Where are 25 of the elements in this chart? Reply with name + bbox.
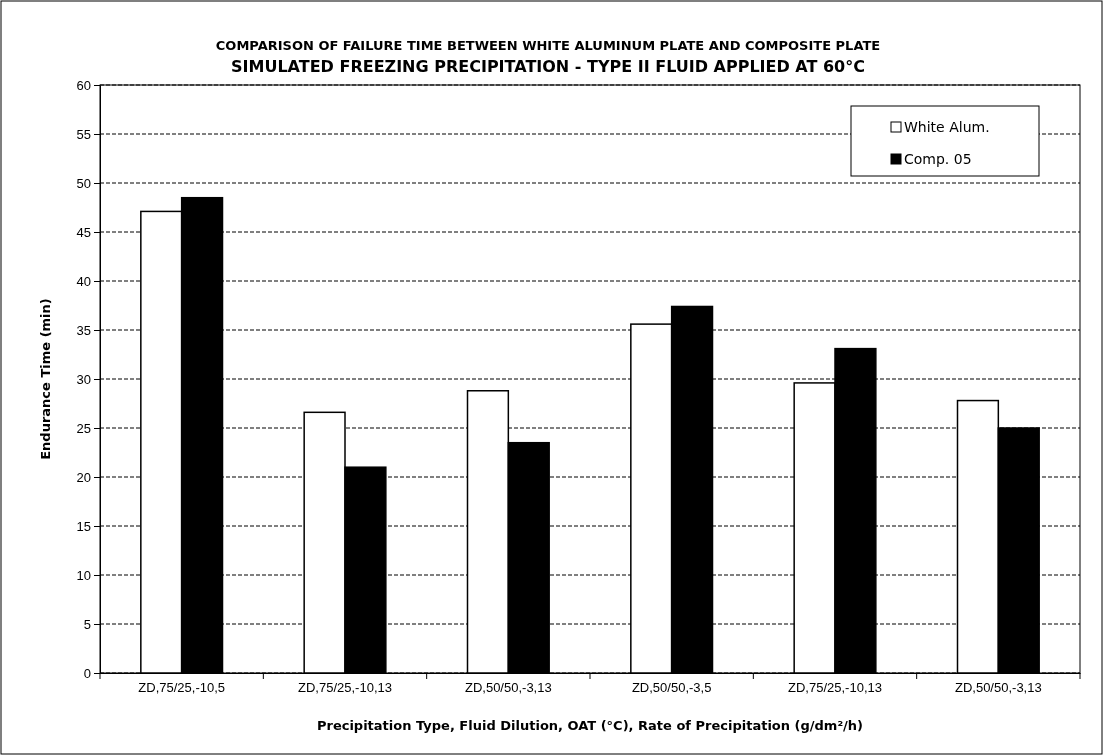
x-tick-label: ZD,50/50,-3,5 [631,680,712,696]
y-tick-label: 10 [76,567,91,583]
y-axis-title: Endurance Time (min) [38,298,53,460]
chart-subtitle: SIMULATED FREEZING PRECIPITATION - TYPE II FLUID APPLIED AT 60°C [231,57,865,76]
y-tick-label: 45 [76,224,91,240]
y-tick-label: 35 [76,322,91,338]
x-tick-label: ZD,75/25,-10,5 [138,680,226,696]
y-tick-label: 20 [76,469,91,485]
x-tick-label: ZD,75/25,-10,13 [788,680,882,696]
y-tick-label: 0 [83,665,91,681]
x-tick-label: ZD,75/25,-10,13 [298,680,392,696]
y-tick-label: 30 [76,371,91,387]
y-tick-label: 55 [76,126,91,142]
y-tick-label: 50 [76,175,91,191]
legend-label: Comp. 05 [904,151,972,167]
y-tick-label: 5 [83,616,91,632]
y-tick-label: 60 [76,77,91,93]
y-tick-label: 25 [76,420,91,436]
y-tick-label: 40 [76,273,91,289]
x-tick-label: ZD,50/50,-3,13 [464,680,552,696]
y-tick-label: 15 [76,518,91,534]
x-tick-label: ZD,50/50,-3,13 [954,680,1042,696]
legend-label: White Alum. [904,119,990,135]
chart-title: COMPARISON OF FAILURE TIME BETWEEN WHITE ALUMINUM PLATE AND COMPOSITE PLATE [215,38,881,53]
x-axis-title: Precipitation Type, Fluid Dilution, OAT (°C), Rate of Precipitation (g/dm²/h) [316,718,864,733]
